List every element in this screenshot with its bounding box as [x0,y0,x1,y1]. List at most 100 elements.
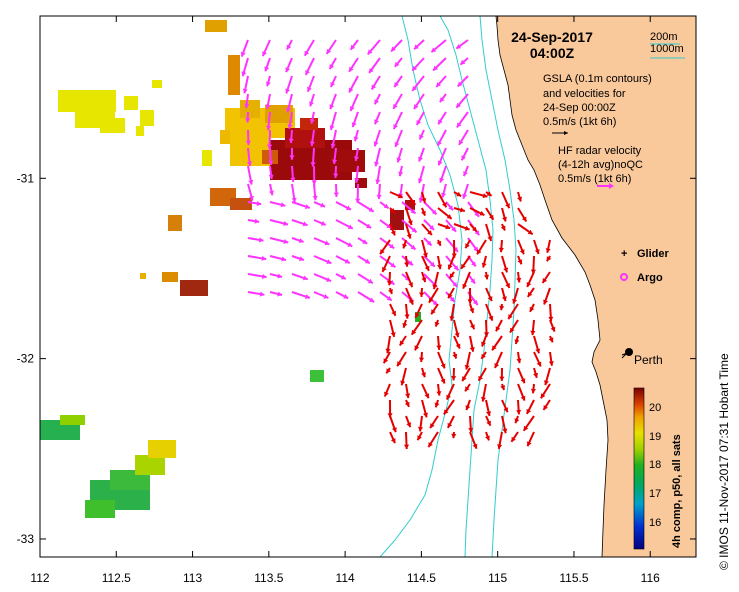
map-time: 04:00Z [530,45,575,61]
hf-arrow-head [498,247,504,253]
gsla-arrow-head [344,258,350,264]
hf-arrow-head [399,340,405,346]
gsla-arrow-head [277,291,282,297]
colorbar-title: 4h comp, p50, all sats [671,434,683,548]
hf-arrow-head [481,262,487,268]
gsla-arrow-head [302,221,308,227]
contour-legend-1000m: 1000m [650,43,684,55]
x-tick-label: 113.5 [254,571,283,585]
gsla-arrow-head [367,49,373,55]
hf-arrow-head [540,393,546,399]
gsla-arrow-head [374,99,379,105]
hf-arrow-head [530,330,536,336]
gsla-arrow-head [386,223,392,229]
hf-arrow-head [424,393,430,399]
land-mass [495,15,697,558]
gsla-arrow-head [371,84,377,90]
gsla-arrow-head [347,242,353,247]
hf-arrow-head [397,361,402,367]
gsla-arrow-head [244,103,250,109]
gsla-arrow-head [289,155,295,160]
gsla-arrow-head [240,51,246,57]
hf-arrow-head [454,332,460,338]
gsla-arrow-head [307,86,312,92]
hf-arrow-head [436,391,442,396]
hf-arrow-head [421,277,427,283]
gsla-arrow-head [366,223,372,228]
gsla-arrow-head [312,195,318,201]
gsla-arrow-head [326,48,332,54]
hf-arrow-head [423,412,428,418]
gsla-legend-line-1: GSLA (0.1m contours) [543,73,652,85]
gsla-arrow-head [436,82,441,87]
hf-arrow-head [487,236,493,241]
hf-arrow-head [434,402,440,408]
gsla-arrow-head [461,155,466,161]
hf-arrow-head [432,284,438,290]
gsla-arrow-head [309,141,315,146]
hf-arrow-head [530,388,536,394]
hf-arrow-head [535,348,541,354]
hf-arrow-head [434,321,440,327]
hf-arrow-head [465,386,470,392]
hf-arrow-head [419,357,425,362]
gsla-arrow-head [433,65,438,71]
gsla-arrow-head [376,194,382,200]
city-label-perth: Perth [634,353,663,367]
colorbar [633,387,645,550]
gsla-arrow-head [396,157,402,163]
hf-arrow-head [511,436,516,442]
hf-arrow-head [387,413,393,418]
hf-arrow-head [437,264,443,270]
map-date: 24-Sep-2017 [511,29,593,45]
hf-arrow-head [548,361,554,366]
hf-arrow-head [386,368,391,374]
hf-arrow-head [477,249,482,255]
hf-arrow-head [469,347,475,352]
gsla-arrow-head [283,220,288,226]
gsla-arrow-head [283,239,289,244]
hf-arrow-head [459,207,465,213]
hf-arrow-head [448,293,453,299]
gsla-arrow-head [349,106,355,111]
gsla-arrow-head [291,197,297,203]
gsla-arrow-head [419,134,424,140]
gsla-arrow-head [268,174,274,180]
colorbar-tick-19: 19 [649,431,661,443]
gsla-arrow-head [355,198,361,203]
hf-arrow-head [492,345,497,351]
hf-arrow-head [382,266,387,272]
hf-arrow-head [465,243,470,249]
hf-arrow-head [405,393,411,399]
hf-arrow-head [380,249,385,255]
patch-small-orange [140,188,415,296]
argo-marker-icon [620,273,628,281]
hf-arrow-head [436,345,442,350]
gsla-legend-line-3: 24-Sep 00:00Z [543,102,616,114]
hf-arrow-head [467,299,473,304]
gsla-arrow-head [348,87,354,93]
hf-arrow-head [485,435,490,441]
gsla-arrow-head [285,67,291,73]
hf-arrow-head [542,278,548,283]
hf-arrow-head [404,262,410,267]
gsla-arrow-head [299,256,304,262]
hf-arrow-head [440,378,446,384]
gsla-arrow-head [277,273,282,279]
hf-legend-arrowhead [609,183,614,189]
hf-arrow-head [488,315,494,321]
hf-arrow-head [451,253,457,258]
hf-arrow-head [530,269,536,274]
gsla-arrow-head [431,209,437,215]
gsla-arrow-head [394,61,400,67]
hf-arrow-head [431,309,436,315]
patch-green-south [40,312,421,518]
gsla-arrow-head [456,122,462,128]
gsla-arrow-head [463,171,468,177]
gsla-arrow-head [391,46,396,52]
colorbar-tick-16: 16 [649,517,661,529]
gsla-arrow-head [417,178,423,184]
gsla-arrow-head [333,173,339,178]
hf-arrow-head [500,225,506,231]
hf-arrow-head [543,405,548,410]
